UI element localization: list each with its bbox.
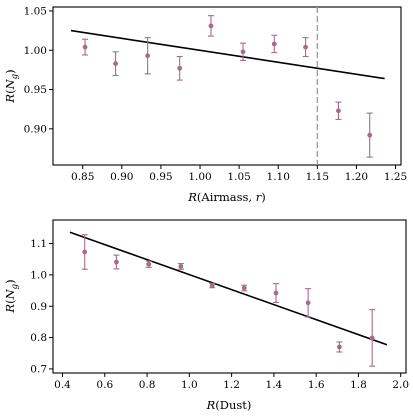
y-tick-label-1: 0.95 — [24, 84, 47, 96]
x-label-args: (Dust) — [215, 398, 251, 412]
x-label-func: R — [206, 398, 216, 412]
x-tick-label-7: 1.8 — [350, 379, 367, 391]
x-tick-label-2: 0.95 — [149, 171, 172, 183]
y-tick-label-3: 1.05 — [24, 6, 47, 18]
x-tick-label-6: 1.15 — [306, 171, 329, 183]
data-point-4 — [208, 23, 214, 29]
data-point-0 — [82, 44, 88, 50]
data-point-3 — [178, 264, 184, 269]
data-point-3 — [177, 65, 183, 71]
y-label-open: ( — [3, 89, 17, 94]
y-tick-label-3: 1.0 — [30, 269, 47, 281]
data-point-7 — [303, 44, 308, 50]
data-point-8 — [336, 108, 341, 114]
panel-airmass: 0.85 0.90 0.95 1.00 1.05 1.10 1.15 1.20 1.25 0.9… — [3, 6, 407, 204]
data-point-1 — [114, 259, 119, 265]
y-label-close: ) — [3, 69, 17, 74]
x-tick-label-1: 0.6 — [96, 379, 113, 391]
x-axis-label: R(Dust) — [206, 398, 252, 412]
x-axis-label: R(Airmass, r) — [187, 190, 266, 204]
x-tick-label-0: 0.4 — [54, 379, 71, 391]
x-tick-label-1: 0.90 — [110, 171, 133, 183]
y-label-sub: g — [10, 283, 20, 289]
x-label-args: (Airmass, — [197, 190, 256, 204]
x-axis-ticks: 0.4 0.6 0.8 1.0 1.2 1.4 1.6 1.8 2.0 — [54, 373, 409, 391]
y-label-var: N — [3, 78, 17, 90]
x-label-close: ) — [261, 190, 266, 204]
panel-dust: 0.4 0.6 0.8 1.0 1.2 1.4 1.6 1.8 2.0 0.7 0.8 0.9 1.0… — [3, 219, 409, 412]
y-label-sub: g — [10, 73, 20, 79]
fit-line — [70, 29, 385, 80]
y-label-open: ( — [3, 299, 17, 304]
y-tick-label-0: 0.90 — [24, 123, 47, 135]
y-axis-ticks: 0.90 0.95 1.00 1.05 — [24, 6, 53, 135]
data-point-2 — [146, 261, 152, 267]
data-point-8 — [337, 344, 342, 350]
data-point-5 — [240, 49, 246, 55]
y-axis-label: R(Ng) — [3, 279, 20, 313]
x-tick-label-8: 2.0 — [392, 379, 409, 391]
data-point-4 — [209, 283, 215, 288]
data-point-9 — [367, 132, 373, 138]
plot-frame — [52, 219, 407, 374]
y-label-var: N — [3, 288, 17, 300]
data-point-0 — [82, 249, 88, 255]
x-tick-label-7: 1.20 — [345, 171, 368, 183]
y-tick-label-4: 1.1 — [30, 238, 47, 250]
data-point-7 — [305, 300, 311, 306]
x-tick-label-4: 1.05 — [227, 171, 250, 183]
fit-line — [69, 231, 388, 346]
x-label-func: R — [187, 190, 197, 204]
x-tick-label-8: 1.25 — [384, 171, 407, 183]
data-marks — [70, 7, 385, 165]
data-marks — [69, 231, 388, 367]
x-axis-ticks: 0.85 0.90 0.95 1.00 1.05 1.10 1.15 1.20 1.25 — [71, 165, 407, 183]
data-point-5 — [241, 285, 247, 291]
data-point-1 — [113, 61, 118, 66]
y-label-func: R — [3, 304, 17, 314]
data-point-6 — [273, 290, 279, 296]
y-axis-ticks: 0.7 0.8 0.9 1.0 1.1 — [30, 238, 53, 376]
x-tick-label-3: 1.0 — [181, 379, 198, 391]
y-axis-label: R(Ng) — [3, 69, 20, 103]
data-point-6 — [271, 41, 277, 47]
x-tick-label-5: 1.10 — [267, 171, 290, 183]
y-tick-label-2: 1.00 — [24, 45, 47, 57]
data-point-2 — [145, 53, 151, 59]
x-label-var: r — [256, 190, 263, 204]
y-tick-label-0: 0.7 — [30, 364, 47, 376]
x-tick-label-5: 1.4 — [266, 379, 283, 391]
x-tick-label-3: 1.00 — [188, 171, 211, 183]
y-tick-label-1: 0.8 — [30, 332, 47, 344]
x-tick-label-6: 1.6 — [308, 379, 325, 391]
x-tick-label-0: 0.85 — [71, 171, 94, 183]
y-label-close: ) — [3, 279, 17, 284]
y-label-func: R — [3, 94, 17, 104]
y-tick-label-2: 0.9 — [30, 301, 47, 313]
data-point-9 — [369, 335, 375, 341]
plot-frame — [52, 6, 402, 166]
x-tick-label-2: 0.8 — [139, 379, 156, 391]
x-tick-label-4: 1.2 — [223, 379, 240, 391]
